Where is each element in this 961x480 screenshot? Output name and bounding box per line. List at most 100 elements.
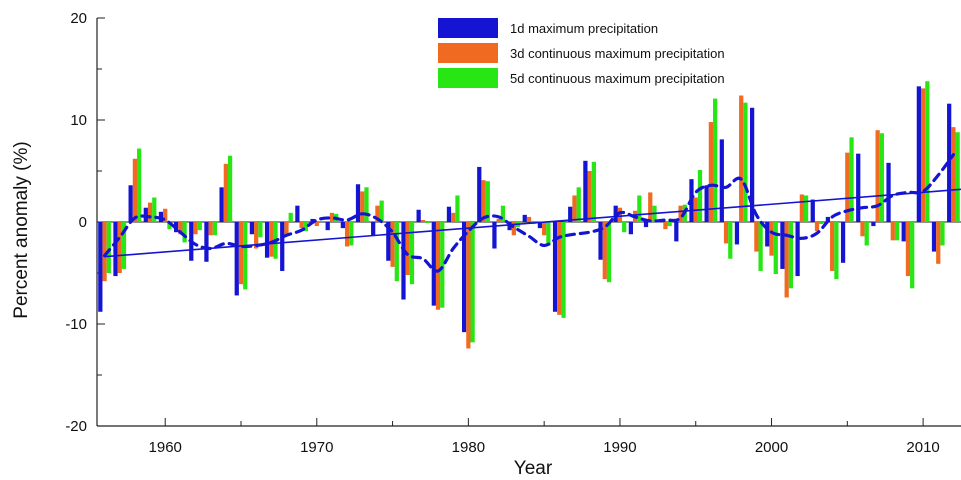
bar-series-1 bbox=[643, 222, 649, 228]
bar-series-2 bbox=[602, 222, 607, 280]
bar-series-2 bbox=[147, 202, 153, 222]
bar-series-2 bbox=[405, 222, 410, 276]
bar-series-2 bbox=[542, 222, 547, 236]
bar-series-2 bbox=[890, 222, 895, 241]
bar-series bbox=[98, 81, 960, 349]
bar-series-1 bbox=[719, 139, 724, 222]
bar-series-1 bbox=[386, 222, 391, 261]
bar-series-1 bbox=[840, 222, 846, 263]
x-tick-label: 1990 bbox=[603, 439, 636, 456]
bar-series-2 bbox=[284, 222, 289, 236]
bar-series-1 bbox=[462, 222, 467, 333]
bar-series-3 bbox=[394, 222, 399, 282]
bar-series-3 bbox=[485, 181, 490, 222]
bar-series-3 bbox=[758, 222, 763, 271]
bar-series-3 bbox=[697, 169, 703, 222]
x-axis-label: Year bbox=[514, 458, 553, 479]
bar-series-2 bbox=[951, 127, 956, 222]
bar-series-3 bbox=[227, 155, 233, 222]
bar-series-1 bbox=[204, 222, 209, 262]
bar-series-3 bbox=[591, 161, 596, 222]
x-tick-label: 1980 bbox=[452, 439, 485, 456]
trend-lines bbox=[103, 153, 961, 273]
bar-series-2 bbox=[511, 222, 516, 236]
y-tick-label: 0 bbox=[79, 214, 87, 231]
bar-series-3 bbox=[606, 222, 612, 283]
legend-label: 5d continuous maximum precipitation bbox=[510, 71, 725, 86]
bar-series-3 bbox=[819, 222, 824, 225]
bar-series-3 bbox=[379, 200, 384, 222]
bar-series-1 bbox=[765, 222, 770, 247]
bar-series-1 bbox=[522, 214, 527, 222]
bar-series-3 bbox=[243, 222, 248, 290]
bar-series-1 bbox=[492, 222, 497, 249]
bar-series-3 bbox=[713, 98, 718, 222]
bar-series-1 bbox=[234, 222, 239, 296]
bar-series-3 bbox=[622, 222, 627, 233]
x-tick-label: 1970 bbox=[300, 439, 333, 456]
bar-series-3 bbox=[106, 222, 111, 273]
bar-series-3 bbox=[288, 212, 293, 222]
bar-series-1 bbox=[325, 222, 330, 231]
bar-series-1 bbox=[431, 222, 436, 306]
bar-series-1 bbox=[674, 222, 679, 242]
bar-series-1 bbox=[568, 206, 573, 222]
legend-swatch bbox=[438, 68, 498, 88]
bar-series-2 bbox=[481, 180, 486, 222]
bar-series-2 bbox=[178, 222, 183, 235]
bar-series-2 bbox=[360, 191, 365, 222]
bar-series-3 bbox=[667, 222, 672, 227]
bar-series-1 bbox=[340, 222, 345, 229]
bar-series-3 bbox=[561, 222, 566, 318]
bar-series-3 bbox=[137, 148, 142, 222]
y-tick-label: 20 bbox=[70, 10, 87, 27]
bar-series-2 bbox=[117, 222, 122, 273]
y-axis-label: Percent anomaly (%) bbox=[11, 141, 32, 318]
bar-series-3 bbox=[788, 222, 794, 289]
bar-series-3 bbox=[318, 220, 324, 222]
bar-series-3 bbox=[167, 222, 172, 230]
bar-series-3 bbox=[152, 197, 157, 222]
bar-series-1 bbox=[280, 222, 285, 271]
bar-series-2 bbox=[238, 222, 244, 285]
bar-series-2 bbox=[799, 194, 804, 222]
x-tick-label: 2010 bbox=[906, 439, 939, 456]
x-tick-label: 2000 bbox=[755, 439, 788, 456]
bar-series-3 bbox=[455, 195, 460, 222]
bar-series-2 bbox=[678, 205, 683, 222]
bar-series-1 bbox=[810, 199, 815, 222]
bar-series-2 bbox=[663, 222, 668, 230]
bar-series-2 bbox=[526, 216, 532, 222]
bar-series-3 bbox=[803, 195, 809, 222]
bar-series-1 bbox=[355, 184, 361, 222]
bar-series-1 bbox=[901, 222, 906, 242]
bar-series-1 bbox=[780, 222, 785, 269]
bar-series-2 bbox=[557, 222, 562, 315]
bar-series-2 bbox=[102, 222, 107, 282]
bar-series-3 bbox=[212, 222, 218, 236]
bar-series-2 bbox=[375, 205, 380, 222]
bar-series-1 bbox=[871, 222, 876, 227]
bar-series-2 bbox=[435, 222, 441, 310]
smoothed-dashed-line bbox=[103, 153, 955, 273]
bar-series-1 bbox=[583, 160, 588, 222]
bar-series-1 bbox=[507, 222, 512, 231]
bar-series-2 bbox=[314, 222, 319, 227]
bar-series-2 bbox=[875, 130, 880, 222]
bar-series-2 bbox=[208, 222, 213, 236]
bar-series-2 bbox=[814, 222, 820, 232]
bar-series-3 bbox=[364, 187, 369, 222]
bar-series-1 bbox=[750, 107, 755, 222]
bar-series-2 bbox=[617, 207, 623, 222]
bar-series-2 bbox=[587, 171, 592, 222]
bar-series-1 bbox=[931, 222, 937, 252]
bar-series-1 bbox=[628, 222, 633, 235]
y-tick-label: 10 bbox=[70, 112, 87, 129]
bar-series-3 bbox=[955, 132, 960, 222]
bar-series-2 bbox=[784, 222, 789, 298]
bar-series-3 bbox=[743, 102, 748, 222]
bar-series-3 bbox=[500, 205, 506, 222]
bar-series-3 bbox=[728, 222, 733, 259]
bar-series-2 bbox=[905, 222, 911, 277]
